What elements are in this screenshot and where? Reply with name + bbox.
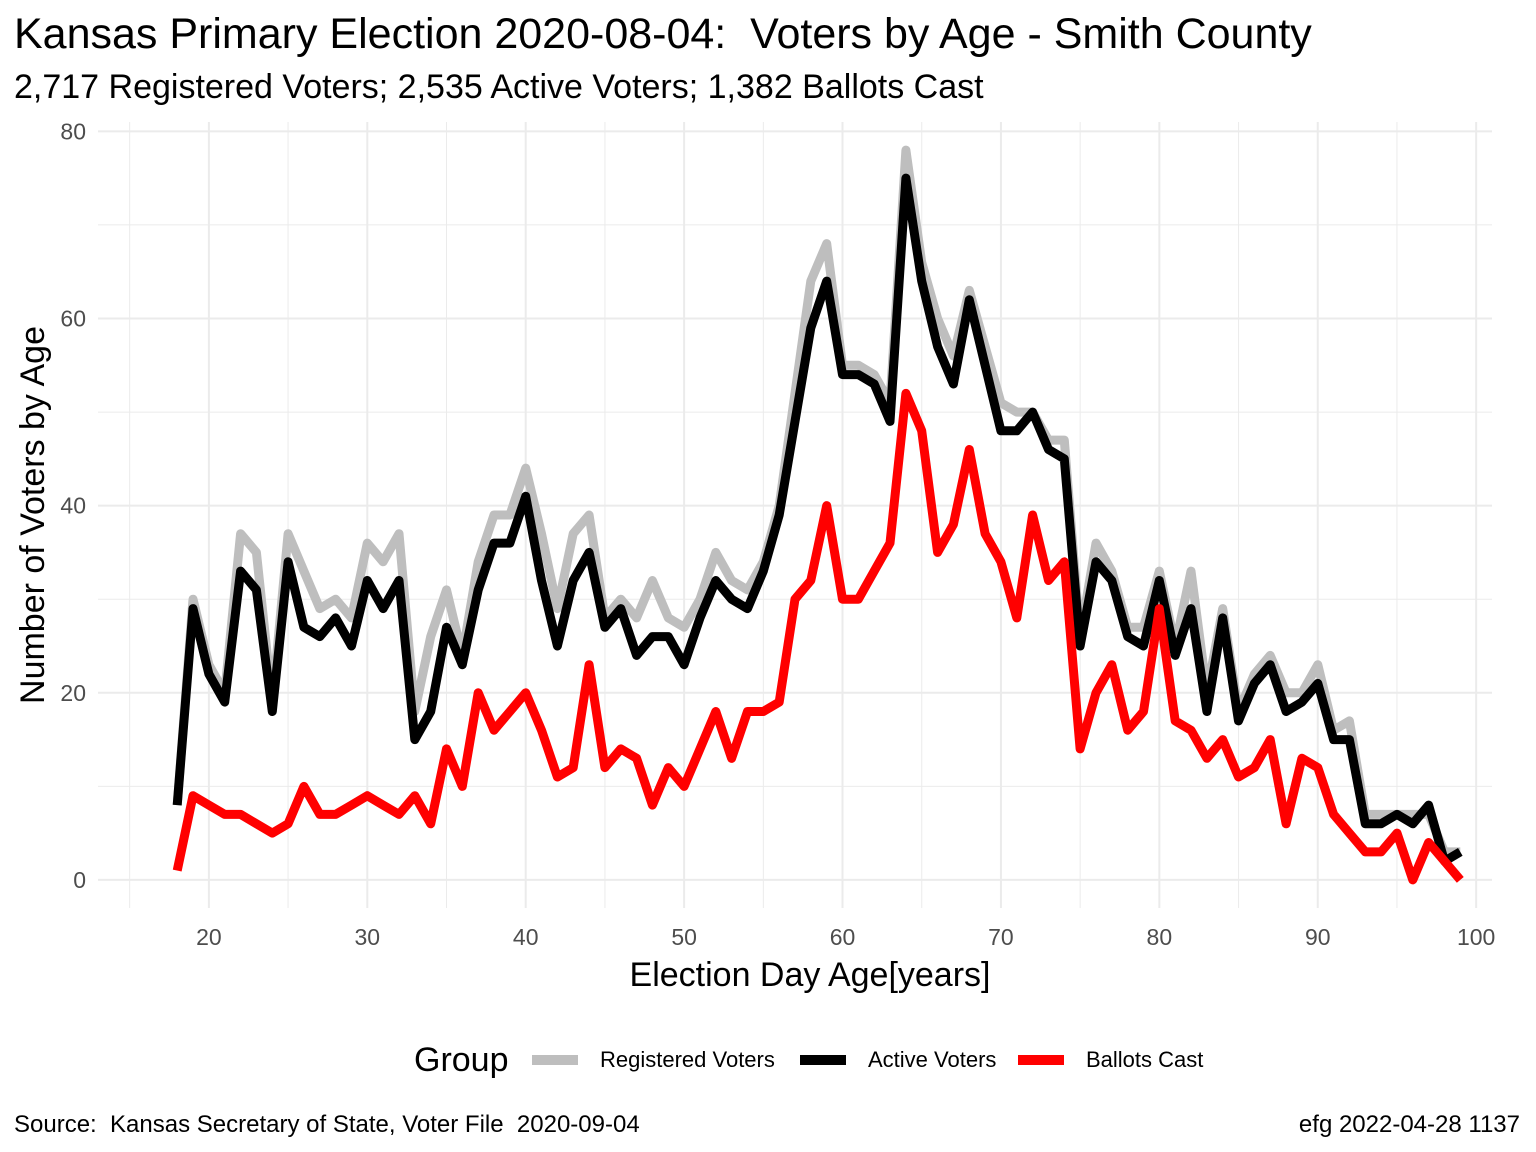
legend-key-registered-voters <box>532 1055 578 1065</box>
x-tick-label: 50 <box>671 924 697 950</box>
y-axis-tick-labels: 0 20 40 60 80 <box>60 118 86 893</box>
x-axis-title: Election Day Age[years] <box>630 956 991 994</box>
y-tick-label: 40 <box>60 493 86 519</box>
series-line-active-voters <box>172 173 1463 866</box>
chart-title: Kansas Primary Election 2020-08-04: Vote… <box>14 10 1312 58</box>
author-timestamp-caption: efg 2022-04-28 1137 <box>1298 1111 1520 1138</box>
y-tick-label: 80 <box>60 118 86 144</box>
major-gridlines <box>98 122 1492 908</box>
series-line-ballots-cast <box>172 388 1464 885</box>
legend-item-active-voters: Active Voters <box>800 1042 996 1078</box>
legend-label-ballots-cast: Ballots Cast <box>1086 1047 1204 1072</box>
source-caption: Source: Kansas Secretary of State, Voter… <box>14 1111 640 1138</box>
legend-label-registered-voters: Registered Voters <box>600 1047 775 1072</box>
series-lines <box>172 145 1464 885</box>
legend-label-active-voters: Active Voters <box>868 1047 997 1072</box>
y-tick-label: 20 <box>60 680 86 706</box>
y-axis-title: Number of Voters by Age <box>14 326 52 704</box>
x-tick-label: 80 <box>1147 924 1173 950</box>
x-tick-label: 100 <box>1457 924 1495 950</box>
chart-subtitle: 2,717 Registered Voters; 2,535 Active Vo… <box>14 68 984 106</box>
x-axis-tick-labels: 20 30 40 50 60 70 80 90 100 <box>196 924 1495 950</box>
x-tick-label: 70 <box>988 924 1014 950</box>
x-tick-label: 60 <box>830 924 856 950</box>
legend-title: Group <box>414 1041 509 1079</box>
legend-item-ballots-cast: Ballots Cast <box>1018 1042 1203 1078</box>
x-tick-label: 20 <box>196 924 222 950</box>
x-tick-label: 40 <box>513 924 539 950</box>
legend-key-ballots-cast <box>1018 1055 1064 1065</box>
legend-key-active-voters <box>800 1055 846 1065</box>
x-tick-label: 90 <box>1305 924 1331 950</box>
y-tick-label: 60 <box>60 306 86 332</box>
legend: Group Registered Voters Active Voters Ba… <box>0 1036 1536 1086</box>
x-tick-label: 30 <box>354 924 380 950</box>
legend-item-registered-voters: Registered Voters <box>532 1042 775 1078</box>
y-tick-label: 0 <box>73 867 86 893</box>
